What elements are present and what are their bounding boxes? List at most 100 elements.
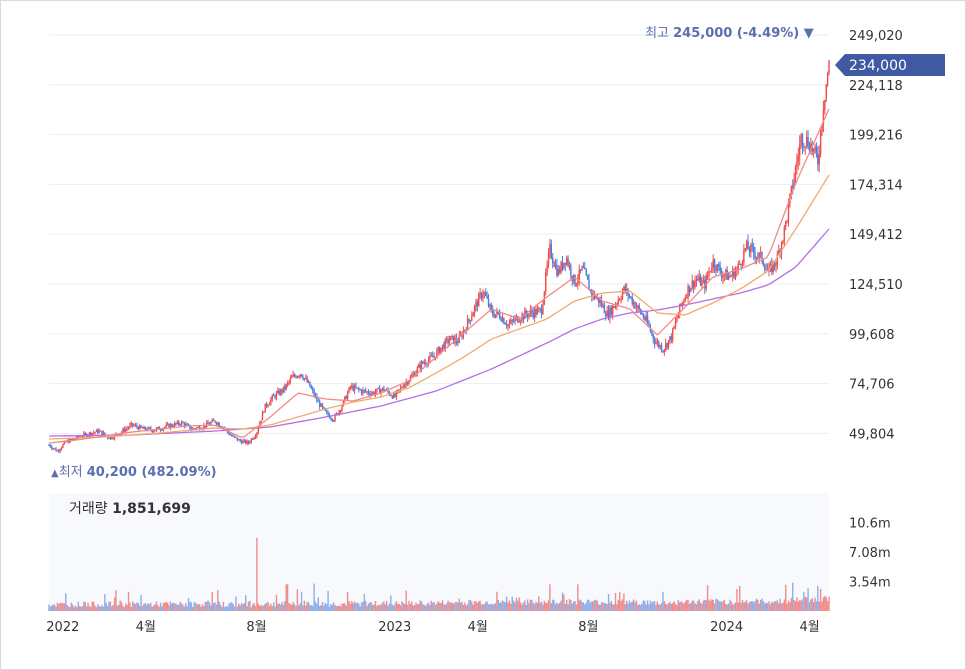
candle-body — [814, 146, 816, 149]
volume-bar — [150, 602, 152, 611]
volume-bar — [652, 601, 654, 611]
candle-body — [291, 376, 293, 379]
volume-bar — [324, 602, 326, 611]
volume-bar — [349, 603, 352, 611]
candle-body — [60, 447, 63, 450]
volume-bar — [353, 601, 356, 611]
volume-bar — [235, 596, 237, 611]
candle-body — [708, 271, 710, 276]
volume-bar — [683, 603, 685, 611]
volume-bar — [339, 606, 342, 611]
volume-bar — [281, 601, 283, 611]
candle-body — [240, 441, 243, 444]
candle-body — [452, 335, 455, 344]
candle-body — [321, 403, 324, 407]
volume-bar — [818, 601, 820, 611]
candle-body — [401, 387, 403, 389]
volume-bar — [512, 600, 515, 611]
volume-bar — [733, 603, 735, 611]
volume-bar — [704, 599, 706, 611]
candle-body — [539, 308, 541, 310]
candle-body — [353, 385, 356, 391]
candle-body — [712, 259, 714, 268]
volume-bar — [321, 601, 324, 611]
volume-bar — [92, 601, 95, 611]
candle-body — [757, 257, 759, 259]
volume-bar — [787, 600, 790, 611]
volume-bar — [221, 606, 223, 611]
volume-bar — [740, 602, 742, 611]
volume-bar — [122, 605, 124, 611]
volume-bar — [578, 600, 580, 611]
volume-bar — [479, 600, 481, 611]
candle-body — [376, 388, 378, 393]
candle-body — [147, 427, 149, 431]
candle-body — [352, 385, 354, 391]
candle-body — [430, 355, 433, 357]
candle-body — [444, 339, 446, 349]
volume-bar — [53, 604, 56, 611]
volume-bar — [185, 603, 187, 611]
volume-bar — [507, 602, 509, 611]
candle-body — [759, 252, 762, 254]
volume-bar — [201, 604, 204, 611]
volume-bar — [189, 601, 191, 611]
candle-body — [412, 373, 414, 376]
volume-bar — [115, 590, 117, 611]
candle-body — [425, 362, 427, 364]
candle-body — [331, 418, 333, 421]
candle-body — [625, 288, 628, 292]
volume-bar — [106, 605, 109, 611]
volume-bar — [51, 605, 53, 611]
volume-bar — [572, 601, 575, 611]
volume-bar — [828, 596, 830, 611]
candle-body — [253, 437, 255, 440]
candle-body — [404, 384, 406, 388]
candle-body — [658, 341, 660, 347]
candle-body — [564, 262, 566, 265]
candle-body — [599, 300, 601, 303]
volume-bar — [52, 604, 54, 611]
candle-body — [533, 309, 536, 318]
candle-body — [563, 262, 565, 269]
volume-bar — [397, 603, 399, 611]
volume-bar — [451, 602, 453, 611]
candle-body — [656, 341, 659, 343]
candle-body — [556, 264, 558, 276]
candle-body — [292, 374, 294, 377]
volume-bar — [73, 607, 75, 611]
volume-bar — [553, 600, 555, 611]
volume-bar — [797, 601, 800, 611]
candle-body — [487, 298, 490, 307]
volume-bar — [159, 602, 162, 611]
volume-bar — [796, 597, 798, 611]
candle-body — [793, 178, 795, 189]
volume-bar — [119, 600, 121, 611]
volume-bar — [99, 606, 102, 611]
volume-bar — [363, 594, 366, 611]
candle-body — [797, 156, 800, 162]
volume-bar — [505, 596, 508, 611]
volume-bar — [76, 607, 78, 611]
candle-body — [335, 413, 338, 415]
candle-body — [588, 279, 590, 290]
volume-bar — [745, 600, 748, 611]
candle-body — [59, 449, 61, 452]
candle-body — [514, 318, 516, 322]
volume-bar — [822, 597, 825, 611]
price-y-tick-label: 249,020 — [849, 29, 903, 44]
volume-bar — [62, 602, 64, 611]
candle-body — [540, 308, 543, 315]
volume-bar — [529, 599, 532, 611]
volume-bar — [485, 601, 487, 611]
volume-bar — [147, 603, 149, 611]
candle-body — [171, 424, 173, 427]
volume-bar — [423, 604, 426, 611]
candle-body — [344, 396, 346, 401]
volume-bar — [455, 601, 458, 611]
volume-bar — [653, 601, 656, 611]
candle-body — [423, 362, 426, 364]
volume-bar — [673, 601, 675, 611]
volume-bar — [782, 602, 784, 611]
volume-bar — [295, 605, 297, 611]
